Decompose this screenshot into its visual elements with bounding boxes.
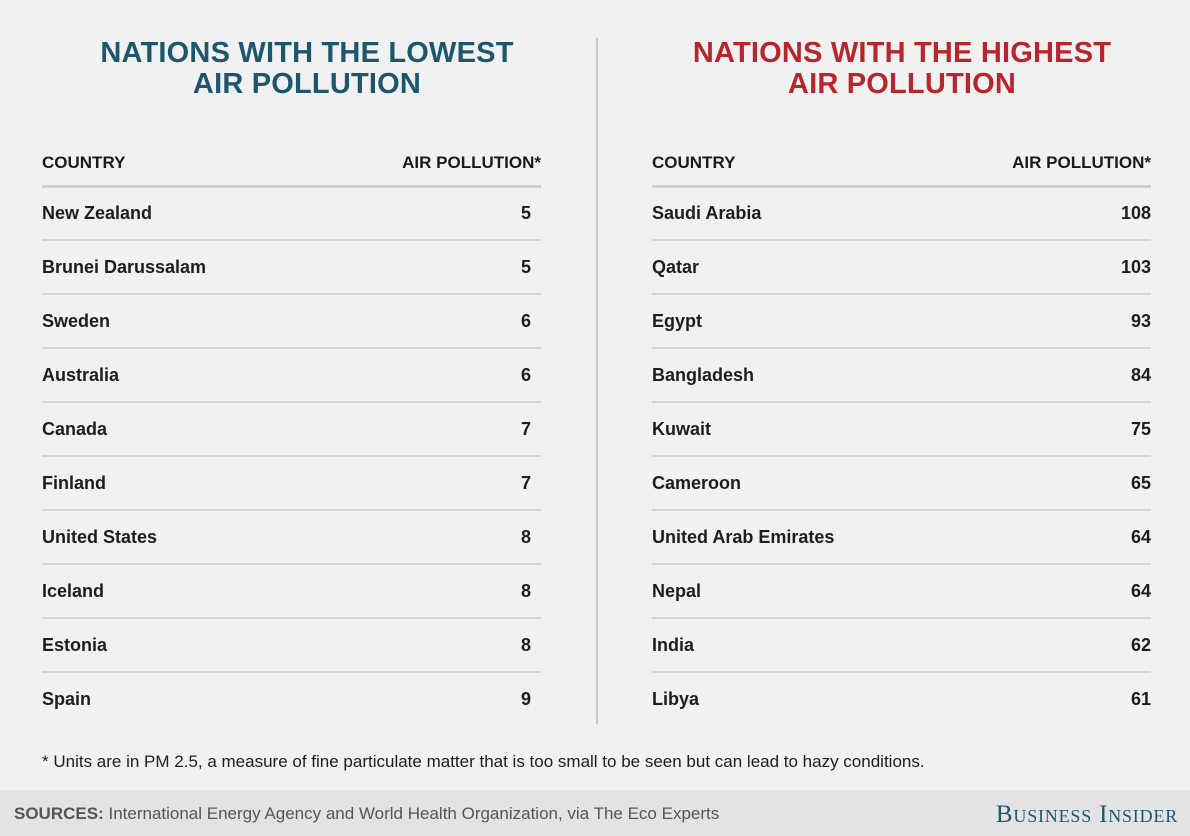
country-name: Nepal bbox=[652, 581, 702, 601]
table-row: Iceland 8 bbox=[42, 565, 541, 619]
lowest-table-header: COUNTRY AIR POLLUTION* bbox=[42, 151, 541, 188]
country-name: Canada bbox=[42, 419, 108, 439]
country-name: Cameroon bbox=[652, 473, 742, 493]
table-row: Qatar 103 bbox=[652, 241, 1151, 295]
pollution-value: 75 bbox=[1130, 419, 1151, 439]
footnote: * Units are in PM 2.5, a measure of fine… bbox=[42, 752, 925, 771]
country-name: Saudi Arabia bbox=[652, 203, 762, 223]
table-row: Sweden 6 bbox=[42, 295, 541, 349]
table-row: Spain 9 bbox=[42, 673, 541, 725]
table-row: United States 8 bbox=[42, 511, 541, 565]
country-name: Finland bbox=[42, 473, 106, 493]
country-name: New Zealand bbox=[42, 203, 153, 223]
country-name: Spain bbox=[42, 689, 92, 709]
table-row: Australia 6 bbox=[42, 349, 541, 403]
table-row: Estonia 8 bbox=[42, 619, 541, 673]
highest-title-line-2: AIR POLLUTION bbox=[787, 68, 1017, 100]
country-name: Iceland bbox=[42, 581, 105, 601]
pollution-value: 8 bbox=[520, 527, 531, 547]
highest-pollution-title: NATIONS WITH THE HIGHEST AIR POLLUTION bbox=[652, 38, 1152, 100]
country-name: Libya bbox=[652, 689, 700, 709]
table-row: Egypt 93 bbox=[652, 295, 1151, 349]
sources-detail: International Energy Agency and World He… bbox=[108, 804, 720, 823]
pollution-value: 7 bbox=[520, 419, 531, 439]
highest-table-rows: Saudi Arabia 108 Qatar 103 Egypt 93 Bangladesh… bbox=[652, 187, 1151, 725]
table-row: Finland 7 bbox=[42, 457, 541, 511]
country-name: India bbox=[652, 635, 695, 655]
pollution-value: 6 bbox=[520, 311, 531, 331]
lowest-table-rows: New Zealand 5 Brunei Darussalam 5 Sweden 6 Aus… bbox=[42, 187, 541, 725]
pollution-value: 7 bbox=[520, 473, 531, 493]
business-insider-logo: Business Insider bbox=[995, 801, 1178, 828]
lowest-pollution-title: NATIONS WITH THE LOWEST AIR POLLUTION bbox=[42, 38, 572, 100]
table-row: Saudi Arabia 108 bbox=[652, 187, 1151, 241]
table-row: New Zealand 5 bbox=[42, 187, 541, 241]
pollution-value: 5 bbox=[520, 203, 531, 223]
table-row: Nepal 64 bbox=[652, 565, 1151, 619]
column-header-air-pollution: AIR POLLUTION* bbox=[402, 153, 541, 172]
footer-bar: SOURCES: International Energy Agency and… bbox=[0, 790, 1190, 836]
pollution-value: 61 bbox=[1130, 689, 1151, 709]
lowest-title-line-2: AIR POLLUTION bbox=[192, 68, 422, 100]
table-row: Canada 7 bbox=[42, 403, 541, 457]
sources-label: SOURCES: bbox=[14, 804, 104, 823]
pollution-value: 108 bbox=[1120, 203, 1151, 223]
column-header-country: COUNTRY bbox=[652, 153, 736, 172]
table-row: Libya 61 bbox=[652, 673, 1151, 725]
column-header-country: COUNTRY bbox=[42, 153, 126, 172]
table-row: Kuwait 75 bbox=[652, 403, 1151, 457]
table-row: Cameroon 65 bbox=[652, 457, 1151, 511]
country-name: Estonia bbox=[42, 635, 108, 655]
pollution-value: 65 bbox=[1130, 473, 1151, 493]
country-name: Qatar bbox=[652, 257, 700, 277]
pollution-value: 103 bbox=[1120, 257, 1151, 277]
pollution-value: 8 bbox=[520, 635, 531, 655]
highest-title-line-1: NATIONS WITH THE HIGHEST bbox=[692, 37, 1112, 69]
country-name: Sweden bbox=[42, 311, 111, 331]
pollution-value: 5 bbox=[520, 257, 531, 277]
country-name: Egypt bbox=[652, 311, 703, 331]
table-row: Brunei Darussalam 5 bbox=[42, 241, 541, 295]
column-header-air-pollution: AIR POLLUTION* bbox=[1012, 153, 1151, 172]
pollution-value: 64 bbox=[1130, 581, 1151, 601]
pollution-value: 8 bbox=[520, 581, 531, 601]
pollution-value: 9 bbox=[520, 689, 531, 709]
country-name: Kuwait bbox=[652, 419, 712, 439]
country-name: Bangladesh bbox=[652, 365, 755, 385]
pollution-value: 6 bbox=[520, 365, 531, 385]
table-row: United Arab Emirates 64 bbox=[652, 511, 1151, 565]
country-name: Brunei Darussalam bbox=[42, 257, 207, 277]
pollution-value: 64 bbox=[1130, 527, 1151, 547]
sources-text: SOURCES: International Energy Agency and… bbox=[14, 803, 719, 825]
pollution-value: 93 bbox=[1130, 311, 1151, 331]
panel-divider bbox=[596, 38, 598, 724]
pollution-value: 84 bbox=[1130, 365, 1151, 385]
highest-table-header: COUNTRY AIR POLLUTION* bbox=[652, 151, 1151, 188]
table-row: India 62 bbox=[652, 619, 1151, 673]
lowest-title-line-1: NATIONS WITH THE LOWEST bbox=[100, 37, 514, 69]
table-row: Bangladesh 84 bbox=[652, 349, 1151, 403]
country-name: United Arab Emirates bbox=[652, 527, 835, 547]
pollution-value: 62 bbox=[1130, 635, 1151, 655]
country-name: Australia bbox=[42, 365, 120, 385]
country-name: United States bbox=[42, 527, 158, 547]
